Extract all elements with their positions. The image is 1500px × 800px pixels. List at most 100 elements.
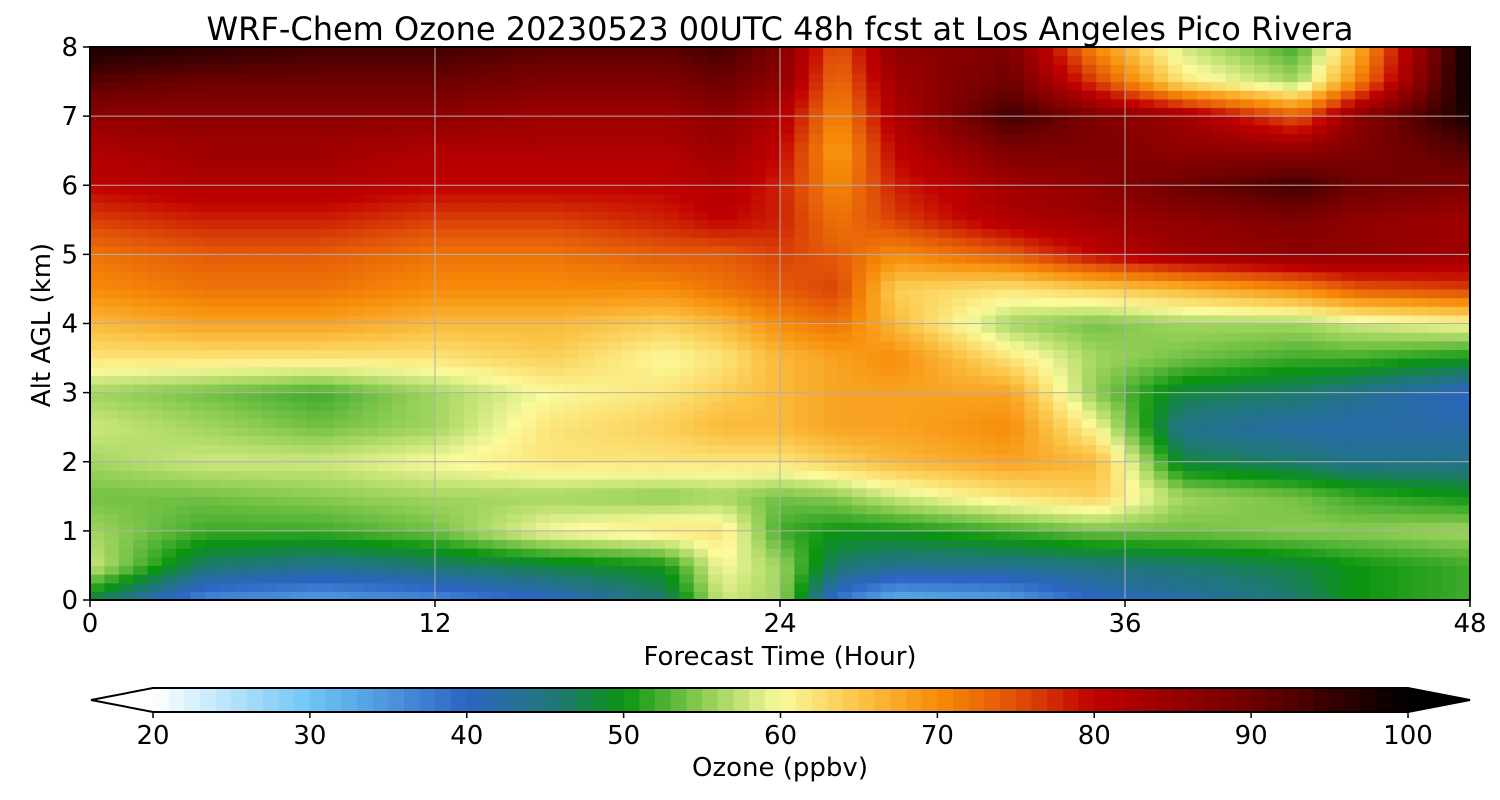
heatmap-cell bbox=[1053, 548, 1068, 557]
heatmap-cell bbox=[981, 280, 996, 289]
heatmap-cell bbox=[478, 177, 493, 186]
heatmap-cell bbox=[1111, 151, 1126, 160]
heatmap-cell bbox=[751, 531, 766, 540]
heatmap-cell bbox=[909, 470, 924, 479]
heatmap-cell bbox=[162, 470, 177, 479]
heatmap-cell bbox=[1053, 565, 1068, 574]
heatmap-cell bbox=[1413, 470, 1428, 479]
heatmap-cell bbox=[608, 496, 623, 505]
heatmap-cell bbox=[608, 298, 623, 307]
heatmap-cell bbox=[234, 228, 249, 237]
heatmap-cell bbox=[1111, 444, 1126, 453]
heatmap-cell bbox=[435, 462, 450, 471]
heatmap-cell bbox=[493, 401, 508, 410]
heatmap-cell bbox=[780, 583, 795, 592]
heatmap-cell bbox=[507, 168, 522, 177]
heatmap-cell bbox=[1082, 280, 1097, 289]
heatmap-cell bbox=[1341, 496, 1356, 505]
heatmap-cell bbox=[162, 228, 177, 237]
heatmap-cell bbox=[1413, 462, 1428, 471]
heatmap-cell bbox=[996, 427, 1011, 436]
heatmap-cell bbox=[1283, 324, 1298, 333]
heatmap-cell bbox=[421, 419, 436, 428]
heatmap-cell bbox=[579, 349, 594, 358]
heatmap-cell bbox=[1024, 375, 1039, 384]
heatmap-cell bbox=[1269, 393, 1284, 402]
heatmap-cell bbox=[133, 324, 148, 333]
heatmap-cell bbox=[881, 419, 896, 428]
heatmap-cell bbox=[708, 254, 723, 263]
heatmap-cell bbox=[852, 185, 867, 194]
heatmap-cell bbox=[219, 548, 234, 557]
heatmap-cell bbox=[593, 367, 608, 376]
heatmap-cell bbox=[1154, 194, 1169, 203]
heatmap-cell bbox=[1154, 427, 1169, 436]
heatmap-cell bbox=[1298, 522, 1313, 531]
heatmap-cell bbox=[909, 522, 924, 531]
heatmap-cell bbox=[1413, 211, 1428, 220]
heatmap-cell bbox=[564, 211, 579, 220]
heatmap-cell bbox=[1240, 159, 1255, 168]
heatmap-cell bbox=[205, 574, 220, 583]
heatmap-cell bbox=[838, 574, 853, 583]
heatmap-cell bbox=[694, 315, 709, 324]
heatmap-cell bbox=[1413, 514, 1428, 523]
heatmap-cell bbox=[679, 488, 694, 497]
heatmap-cell bbox=[406, 263, 421, 272]
heatmap-cell bbox=[1341, 332, 1356, 341]
heatmap-cell bbox=[334, 280, 349, 289]
heatmap-cell bbox=[133, 505, 148, 514]
heatmap-cell bbox=[205, 341, 220, 350]
heatmap-cell bbox=[1096, 177, 1111, 186]
heatmap-cell bbox=[564, 522, 579, 531]
heatmap-cell bbox=[1024, 557, 1039, 566]
heatmap-cell bbox=[1082, 427, 1097, 436]
heatmap-cell bbox=[1024, 168, 1039, 177]
heatmap-cell bbox=[406, 548, 421, 557]
heatmap-cell bbox=[219, 479, 234, 488]
heatmap-cell bbox=[277, 228, 292, 237]
heatmap-cell bbox=[248, 324, 263, 333]
heatmap-cell bbox=[1456, 505, 1471, 514]
heatmap-cell bbox=[205, 479, 220, 488]
heatmap-cell bbox=[1154, 298, 1169, 307]
heatmap-cell bbox=[1269, 151, 1284, 160]
heatmap-cell bbox=[1226, 220, 1241, 229]
heatmap-cell bbox=[119, 479, 134, 488]
heatmap-cell bbox=[1082, 531, 1097, 540]
heatmap-cell bbox=[967, 436, 982, 445]
heatmap-cell bbox=[1326, 228, 1341, 237]
heatmap-cell bbox=[737, 151, 752, 160]
heatmap-cell bbox=[636, 203, 651, 212]
heatmap-cell bbox=[1024, 315, 1039, 324]
heatmap-cell bbox=[406, 324, 421, 333]
heatmap-cell bbox=[1168, 341, 1183, 350]
heatmap-cell bbox=[622, 254, 637, 263]
heatmap-cell bbox=[320, 220, 335, 229]
heatmap-cell bbox=[1111, 401, 1126, 410]
heatmap-cell bbox=[1139, 522, 1154, 531]
heatmap-cell bbox=[823, 306, 838, 315]
heatmap-cell bbox=[608, 263, 623, 272]
heatmap-cell bbox=[464, 401, 479, 410]
heatmap-cell bbox=[679, 419, 694, 428]
heatmap-cell bbox=[435, 159, 450, 168]
heatmap-cell bbox=[1384, 540, 1399, 549]
heatmap-cell bbox=[1068, 531, 1083, 540]
heatmap-cell bbox=[104, 315, 119, 324]
heatmap-cell bbox=[809, 557, 824, 566]
heatmap-cell bbox=[679, 211, 694, 220]
heatmap-cell bbox=[536, 358, 551, 367]
heatmap-cell bbox=[1283, 470, 1298, 479]
heatmap-cell bbox=[1240, 203, 1255, 212]
heatmap-cell bbox=[866, 324, 881, 333]
heatmap-cell bbox=[1039, 306, 1054, 315]
heatmap-cell bbox=[1283, 427, 1298, 436]
heatmap-cell bbox=[1441, 488, 1456, 497]
heatmap-cell bbox=[694, 444, 709, 453]
heatmap-cell bbox=[435, 289, 450, 298]
heatmap-cell bbox=[507, 194, 522, 203]
heatmap-cell bbox=[708, 514, 723, 523]
heatmap-cell bbox=[665, 548, 680, 557]
heatmap-cell bbox=[924, 159, 939, 168]
